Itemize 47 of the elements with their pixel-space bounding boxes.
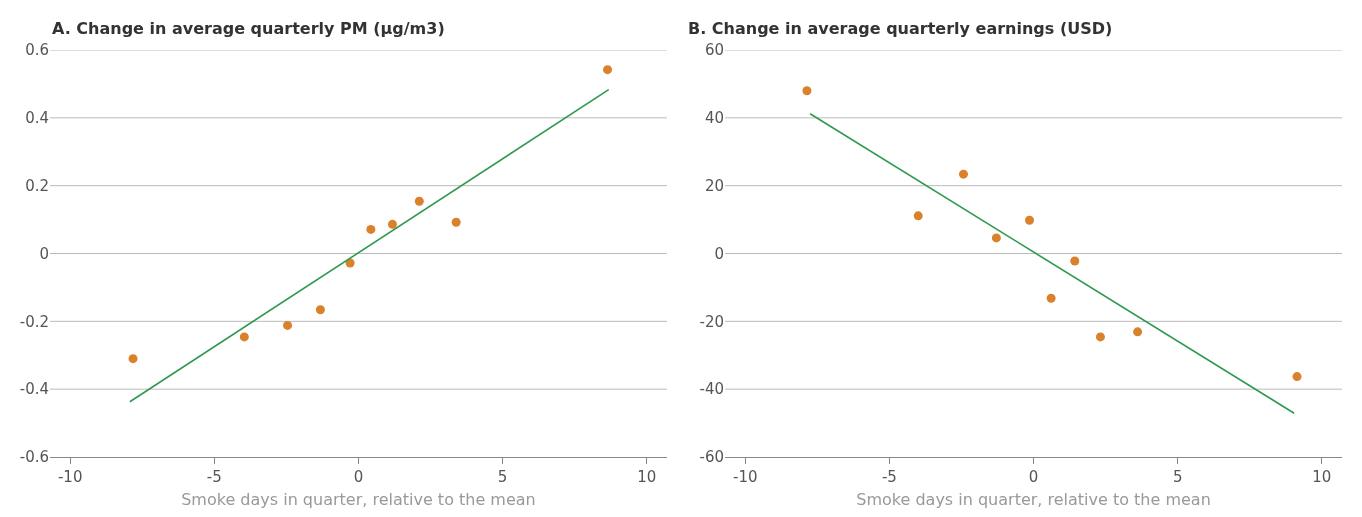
x-tick-label: 0	[353, 468, 364, 486]
y-tick-label: 0.4	[25, 109, 49, 128]
point	[366, 224, 376, 234]
point	[913, 211, 923, 221]
y-tick-label: -40	[699, 380, 725, 399]
y-tick-label: 0	[714, 244, 725, 263]
y-tick-label: 60	[704, 41, 725, 60]
point	[283, 320, 293, 330]
point	[315, 305, 325, 315]
chart-title: A. Change in average quarterly PM (µg/m3)	[52, 19, 445, 38]
point	[387, 219, 397, 229]
point	[991, 233, 1001, 243]
x-axis-title: Smoke days in quarter, relative to the mean	[856, 489, 1211, 509]
point	[1292, 372, 1302, 382]
x-tick-label: -5	[206, 468, 222, 486]
x-tick-label: 10	[637, 468, 657, 486]
chart-title: B. Change in average quarterly earnings (USD)	[688, 19, 1113, 38]
y-tick-label: 20	[704, 176, 725, 195]
y-tick-label: -0.6	[19, 448, 49, 467]
point	[1025, 215, 1034, 225]
y-tick-label: 0	[39, 244, 49, 263]
y-tick-label: -0.2	[19, 312, 49, 331]
y-tick-label: -20	[699, 312, 725, 331]
y-tick-label: 0.6	[25, 41, 49, 60]
x-tick-label: -5	[881, 468, 897, 486]
x-tick-label: 5	[497, 468, 508, 486]
x-tick-label: -10	[57, 468, 83, 486]
x-tick-label: 0	[1028, 468, 1039, 486]
point	[802, 86, 812, 96]
y-tick-label: -60	[699, 448, 725, 467]
y-tick-label: 0.2	[25, 176, 49, 195]
point	[128, 354, 138, 364]
x-tick-label: 5	[1172, 468, 1183, 486]
point	[958, 169, 968, 179]
y-tick-label: -0.4	[19, 380, 49, 399]
point	[1133, 327, 1143, 337]
x-tick-label: -10	[733, 468, 758, 486]
point	[1095, 332, 1105, 342]
point	[451, 217, 461, 227]
x-tick-label: 10	[1312, 468, 1332, 486]
point	[603, 65, 613, 75]
point	[414, 196, 424, 206]
x-axis-title: Smoke days in quarter, relative to the mean	[181, 489, 536, 509]
point	[1046, 293, 1056, 303]
y-tick-label: 40	[704, 109, 725, 128]
point	[239, 332, 249, 342]
point	[1070, 256, 1080, 266]
